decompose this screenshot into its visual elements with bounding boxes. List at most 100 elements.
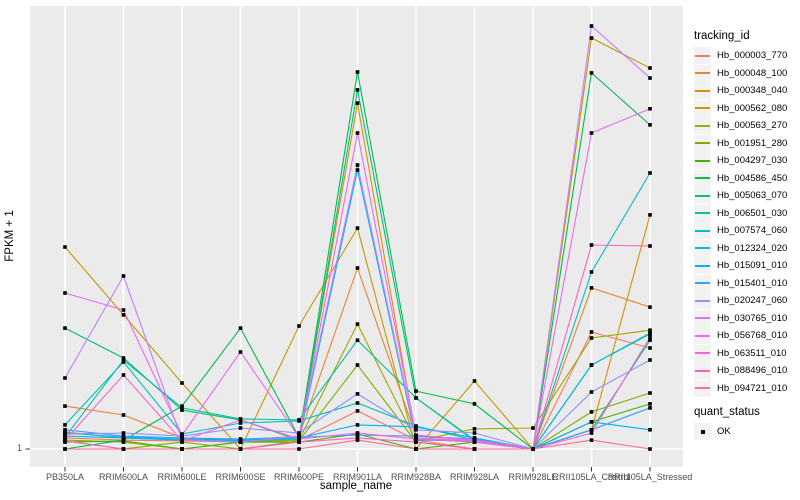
data-point xyxy=(589,71,594,75)
legend-color-line-icon xyxy=(695,352,710,355)
legend-item: Hb_004297_030 xyxy=(694,152,798,170)
data-point xyxy=(589,410,594,414)
data-point xyxy=(180,381,184,385)
data-point xyxy=(355,101,360,105)
legend-color-key xyxy=(694,379,711,397)
data-point xyxy=(355,88,360,92)
y-tick-label: 1 xyxy=(16,443,22,453)
data-point xyxy=(589,131,594,135)
legend-item-label: Hb_015091_010 xyxy=(717,260,788,272)
data-point xyxy=(355,163,360,167)
data-point xyxy=(531,447,535,451)
x-tick-label-RRIM600PE: RRIM600PE xyxy=(273,472,325,482)
legend-color-key xyxy=(694,344,711,362)
data-point xyxy=(180,408,184,412)
legend-item: Hb_005063_070 xyxy=(694,187,798,205)
legend-item: Hb_094721_010 xyxy=(694,379,798,398)
data-point xyxy=(355,401,360,405)
data-point xyxy=(472,427,477,431)
legend-color-line-icon xyxy=(695,72,710,75)
legend-color-line-icon xyxy=(695,282,710,285)
legend-color-key xyxy=(694,204,711,222)
legend-item-label: Hb_000048_100 xyxy=(717,67,788,79)
data-point xyxy=(648,305,652,309)
data-point xyxy=(238,440,243,444)
data-point xyxy=(648,331,652,335)
legend-item-label: Hb_000348_040 xyxy=(717,85,788,97)
legend-color-line-icon xyxy=(695,142,710,145)
data-point xyxy=(472,447,477,451)
data-point xyxy=(355,409,360,413)
legend-item: Hb_015091_010 xyxy=(694,257,798,275)
data-point xyxy=(297,447,301,451)
legend-color-line-icon xyxy=(695,212,710,215)
data-point xyxy=(63,423,67,427)
x-tick-label-PB350LA: PB350LA xyxy=(45,472,85,482)
data-point xyxy=(531,426,535,430)
data-point xyxy=(472,431,477,435)
legend-color-key xyxy=(694,82,711,100)
legend-item-label: Hb_063511_010 xyxy=(717,347,787,359)
data-point xyxy=(297,431,301,435)
legend-color-line-icon xyxy=(695,89,710,92)
data-point xyxy=(238,447,243,451)
legend-color-line-icon xyxy=(695,229,710,232)
data-point xyxy=(355,433,360,437)
data-point xyxy=(121,360,126,364)
legend-item-label: Hb_005063_070 xyxy=(717,190,788,202)
data-point xyxy=(180,439,184,443)
data-point xyxy=(238,326,243,330)
legend-color-key xyxy=(694,117,711,135)
black-square-point-icon xyxy=(700,429,705,434)
data-point xyxy=(589,336,594,340)
x-axis-title: sample_name xyxy=(319,480,393,492)
data-point xyxy=(63,428,67,432)
legend-color-key xyxy=(694,134,711,152)
legend-color-line-icon xyxy=(695,124,710,127)
data-point xyxy=(648,123,652,127)
data-point xyxy=(355,131,360,135)
legend-color-line-icon xyxy=(695,387,710,390)
data-point xyxy=(355,266,360,270)
data-point xyxy=(121,373,126,377)
data-point xyxy=(297,437,301,441)
data-point xyxy=(648,406,652,410)
legend-item-label: Hb_007574_060 xyxy=(717,225,788,237)
data-point xyxy=(121,356,126,360)
data-point xyxy=(648,358,652,362)
data-point xyxy=(63,291,67,295)
legend-color-line-icon xyxy=(695,317,710,320)
data-point xyxy=(121,431,126,435)
legend-item-label: Hb_000563_270 xyxy=(717,120,788,132)
data-point xyxy=(238,437,243,441)
data-point xyxy=(648,328,652,332)
data-point xyxy=(121,308,126,312)
data-point xyxy=(648,447,652,451)
data-point xyxy=(648,213,652,217)
data-point xyxy=(63,404,67,408)
legend-item: Hb_088496_010 xyxy=(694,362,798,380)
data-point xyxy=(414,440,418,444)
data-point xyxy=(414,447,418,451)
data-point xyxy=(648,391,652,395)
data-point xyxy=(238,426,243,430)
legend-item: Hb_015401_010 xyxy=(694,274,798,293)
data-point xyxy=(414,389,418,393)
data-point xyxy=(414,433,418,437)
data-point xyxy=(355,392,360,396)
legend-title-quant-status: quant_status xyxy=(694,406,760,418)
legend-item-label: Hb_000562_080 xyxy=(717,102,788,114)
legend-item: Hb_007574_060 xyxy=(694,222,798,240)
data-point xyxy=(472,379,477,383)
legend-item-label: Hb_015401_010 xyxy=(717,277,788,289)
data-point xyxy=(180,406,184,410)
legend-item: Hb_020247_060 xyxy=(694,292,798,310)
x-tick-label-RRIM600SE: RRIM600SE xyxy=(215,472,266,482)
x-tick-label-RRIM928LE: RRIM928LE xyxy=(508,472,558,482)
legend-item-ok: OK xyxy=(694,423,798,441)
legend-color-key xyxy=(694,169,711,187)
legend-color-line-icon xyxy=(695,107,710,110)
data-point xyxy=(63,376,67,380)
legend-item: Hb_006501_030 xyxy=(694,204,798,223)
